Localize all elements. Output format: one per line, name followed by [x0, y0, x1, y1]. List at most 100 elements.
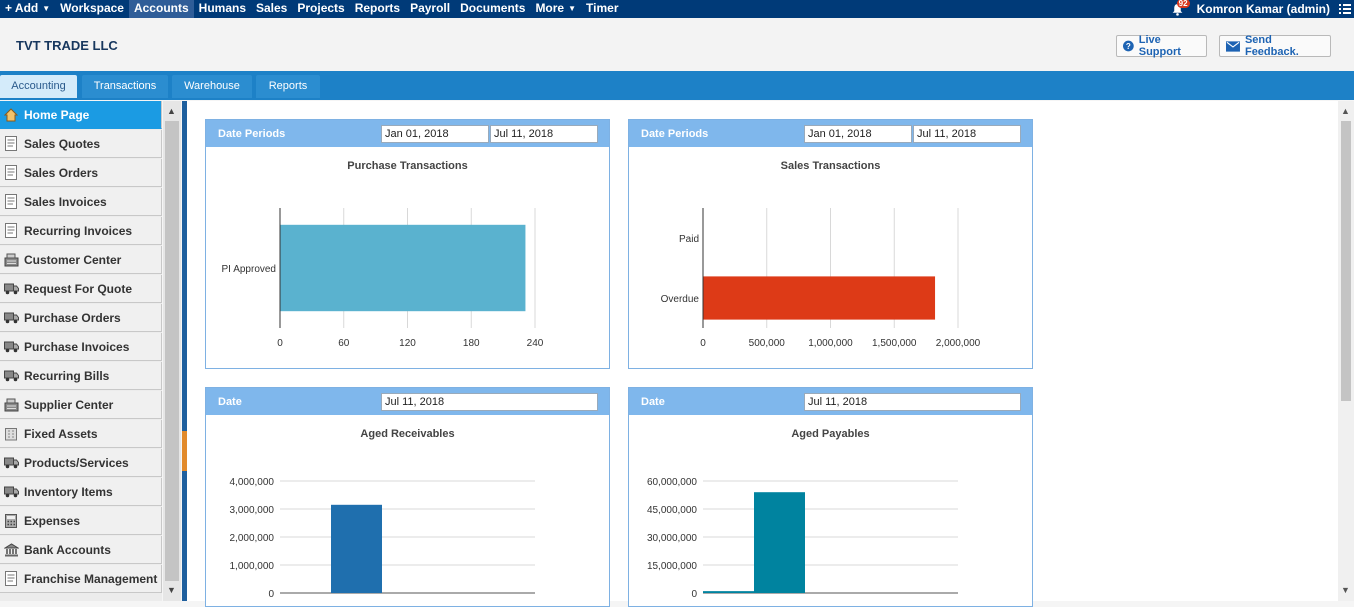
bar — [703, 276, 936, 320]
date-to-input[interactable]: Jul 11, 2018 — [490, 125, 598, 143]
sidebar-item-franchise-management[interactable]: Franchise Management — [0, 565, 162, 593]
date-input[interactable]: Jul 11, 2018 — [381, 393, 598, 411]
scroll-down-arrow-icon[interactable]: ▼ — [167, 585, 176, 595]
nav-item-payroll[interactable]: Payroll — [405, 0, 455, 18]
bank-icon — [3, 542, 19, 558]
nav-item-label: More — [535, 1, 565, 15]
main-scroll-thumb[interactable] — [1341, 121, 1351, 401]
truck-icon — [3, 484, 19, 500]
nav-item-projects[interactable]: Projects — [292, 0, 349, 18]
nav-item-label: Humans — [198, 1, 246, 15]
list-menu-icon[interactable] — [1338, 2, 1352, 16]
sidebar-item-label: Request For Quote — [24, 281, 133, 296]
nav-item-humans[interactable]: Humans — [194, 0, 251, 18]
tab-transactions[interactable]: Transactions — [82, 75, 168, 98]
notification-count: 92 — [1176, 0, 1190, 8]
envelope-icon — [1226, 40, 1240, 52]
date-input[interactable]: Jul 11, 2018 — [804, 393, 1021, 411]
sidebar-item-recurring-invoices[interactable]: Recurring Invoices — [0, 217, 162, 245]
sidebar-item-label: Home Page — [24, 107, 90, 122]
sidebar-splitter[interactable] — [182, 101, 187, 601]
sidebar-item-request-for-quote[interactable]: Request For Quote — [0, 275, 162, 303]
live-support-label: Live Support — [1138, 34, 1181, 58]
sidebar-scroll-thumb[interactable] — [165, 121, 179, 581]
document-icon — [3, 571, 19, 587]
top-nav: + Add ▼ Workspace Accounts Humans Sales Projec… — [0, 0, 1354, 18]
bar — [331, 504, 382, 593]
sidebar-item-label: Franchise Management — [24, 571, 158, 586]
scroll-up-arrow-icon[interactable]: ▲ — [1341, 106, 1350, 116]
sidebar-item-label: Recurring Invoices — [24, 223, 133, 238]
sidebar-item-label: Sales Invoices — [24, 194, 107, 209]
nav-item-more[interactable]: More ▼ — [530, 0, 581, 18]
sidebar-item-sales-orders[interactable]: Sales Orders — [0, 159, 162, 187]
send-feedback-label: Send Feedback. — [1244, 34, 1299, 58]
scroll-down-arrow-icon[interactable]: ▼ — [1341, 585, 1350, 595]
dashboard-area: Date Periods Jan 01, 2018 Jul 11, 2018 P… — [187, 101, 1338, 607]
sidebar-item-expenses[interactable]: Expenses — [0, 507, 162, 535]
nav-item-add[interactable]: + Add ▼ — [0, 0, 55, 18]
chart-title: Aged Receivables — [360, 428, 455, 440]
x-tick-label: 1,000,000 — [808, 338, 853, 349]
nav-item-accounts[interactable]: Accounts — [128, 0, 194, 18]
splitter-grip[interactable] — [182, 431, 187, 471]
chart-title: Sales Transactions — [780, 160, 881, 172]
panel-header: Date Periods Jan 01, 2018 Jul 11, 2018 — [629, 120, 1032, 147]
nav-item-reports[interactable]: Reports — [350, 0, 405, 18]
nav-item-workspace[interactable]: Workspace — [55, 0, 129, 18]
y-tick-label: 3,000,000 — [230, 505, 275, 516]
y-tick-label: 4,000,000 — [230, 477, 275, 488]
date-from-input[interactable]: Jan 01, 2018 — [381, 125, 489, 143]
x-tick-label: 1,500,000 — [872, 338, 917, 349]
tab-reports[interactable]: Reports — [256, 75, 320, 98]
aged-receivables-panel: Date Jul 11, 2018 Aged Receivables 0 1,00… — [205, 387, 610, 607]
panel-header: Date Periods Jan 01, 2018 Jul 11, 2018 — [206, 120, 609, 147]
live-support-button[interactable]: ? Live Support — [1116, 34, 1207, 58]
tab-warehouse[interactable]: Warehouse — [172, 75, 252, 98]
sidebar-item-purchase-orders[interactable]: Purchase Orders — [0, 304, 162, 332]
sidebar-item-fixed-assets[interactable]: Fixed Assets — [0, 420, 162, 448]
date-label: Date — [641, 396, 665, 408]
sidebar-item-label: Sales Orders — [24, 165, 99, 180]
document-icon — [3, 223, 19, 239]
nav-item-documents[interactable]: Documents — [455, 0, 530, 18]
sidebar-item-home-page[interactable]: Home Page — [0, 101, 162, 129]
sidebar-item-sales-quotes[interactable]: Sales Quotes — [0, 130, 162, 158]
sidebar-item-supplier-center[interactable]: Supplier Center — [0, 391, 162, 419]
home-icon — [3, 107, 19, 123]
notification-bell[interactable]: 92 — [1169, 0, 1190, 18]
nav-item-sales[interactable]: Sales — [251, 0, 292, 18]
scroll-up-arrow-icon[interactable]: ▲ — [167, 106, 176, 116]
sidebar-item-customer-center[interactable]: Customer Center — [0, 246, 162, 274]
sidebar-item-inventory-items[interactable]: Inventory Items — [0, 478, 162, 506]
module-tab-bar: Accounting Transactions Warehouse Report… — [0, 71, 1354, 100]
y-tick-label: 15,000,000 — [647, 561, 697, 572]
sidebar-item-label: Customer Center — [24, 252, 122, 267]
sidebar-item-recurring-bills[interactable]: Recurring Bills — [0, 362, 162, 390]
sidebar-item-products-services[interactable]: Products/Services — [0, 449, 162, 477]
cash-register-icon — [3, 397, 19, 413]
sidebar-item-purchase-invoices[interactable]: Purchase Invoices — [0, 333, 162, 361]
sidebar-scrollbar[interactable]: ▲ ▼ — [163, 101, 181, 601]
tab-accounting[interactable]: Accounting — [0, 75, 77, 98]
x-tick-label: 500,000 — [749, 338, 786, 349]
aged-payables-panel: Date Jul 11, 2018 Aged Payables 0 15,000,… — [628, 387, 1033, 607]
y-tick-label: 0 — [691, 589, 697, 600]
date-to-input[interactable]: Jul 11, 2018 — [913, 125, 1021, 143]
y-tick-label: 30,000,000 — [647, 533, 697, 544]
user-menu[interactable]: Komron Kamar (admin) — [1196, 2, 1330, 16]
sidebar-item-bank-accounts[interactable]: Bank Accounts — [0, 536, 162, 564]
nav-item-timer[interactable]: Timer — [581, 0, 623, 18]
send-feedback-button[interactable]: Send Feedback. — [1219, 34, 1331, 58]
main-scrollbar[interactable]: ▲ ▼ — [1338, 101, 1354, 601]
nav-item-label: Documents — [460, 1, 526, 15]
aged-receivables-chart: 0 1,000,000 2,000,000 3,000,000 4,000,000 — [230, 477, 535, 600]
y-tick-label: 0 — [268, 589, 274, 600]
date-from-input[interactable]: Jan 01, 2018 — [804, 125, 912, 143]
sidebar-item-label: Expenses — [24, 513, 81, 528]
sidebar-item-label: Fixed Assets — [24, 426, 98, 441]
x-tick-label: 60 — [338, 338, 350, 349]
y-tick-label: 1,000,000 — [230, 561, 275, 572]
aged-payables-chart: 0 15,000,000 30,000,000 45,000,000 60,000,00… — [647, 477, 958, 600]
sidebar-item-sales-invoices[interactable]: Sales Invoices — [0, 188, 162, 216]
